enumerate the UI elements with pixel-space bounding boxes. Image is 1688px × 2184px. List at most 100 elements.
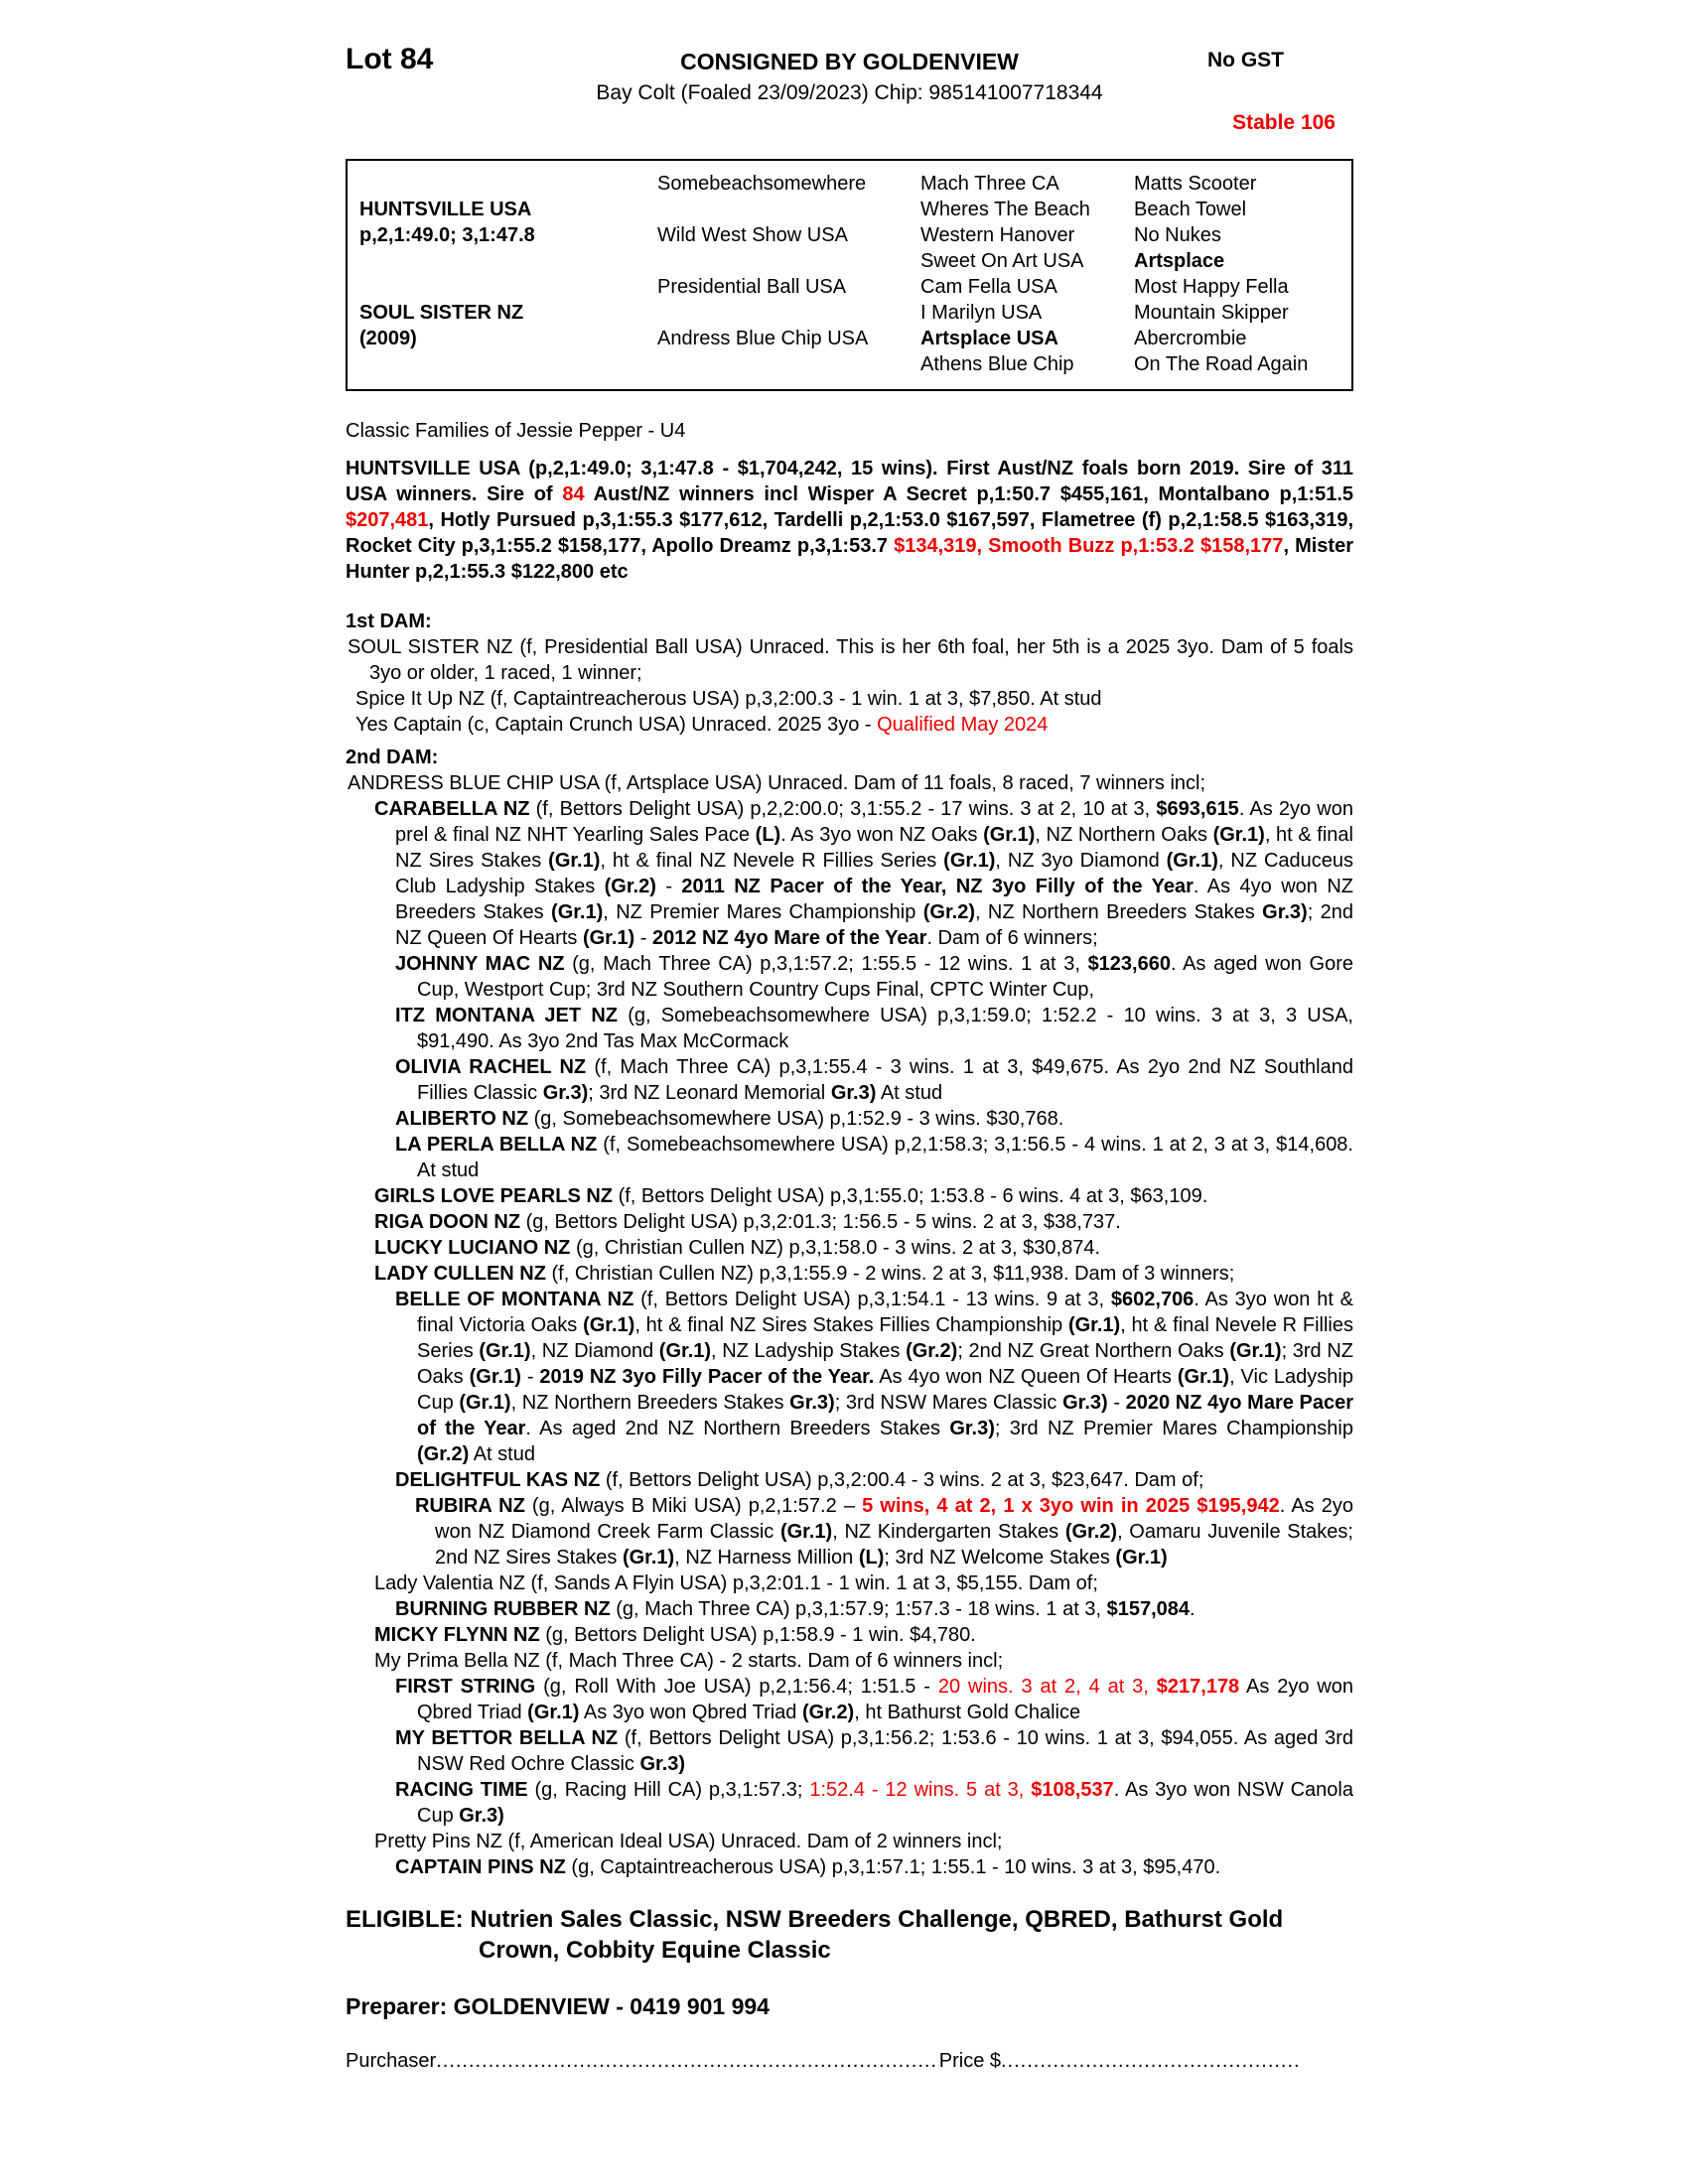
- soul-sister: SOUL SISTER NZ (f, Presidential Ball USA…: [346, 634, 1353, 686]
- gen3-cell: Mach Three CA: [920, 173, 1059, 195]
- text-span: ; 3rd NZ Leonard Memorial: [588, 1082, 831, 1104]
- burning-rubber: BURNING RUBBER NZ (g, Mach Three CA) p,3…: [346, 1596, 1353, 1622]
- text-span: (Gr.2): [922, 901, 975, 923]
- text-span: ; 3rd NZ Oaks: [417, 1340, 1353, 1388]
- text-span: CARABELLA NZ: [374, 798, 530, 820]
- text-span: OLIVIA RACHEL NZ: [395, 1056, 587, 1078]
- text-span: Classic Families of Jessie Pepper - U4: [346, 420, 686, 442]
- text-span: (f, Mach Three CA) p,3,1:55.4 - 3 wins. …: [417, 1056, 1353, 1104]
- text-span: . As 3yo won ht & final Victoria Oaks: [417, 1289, 1354, 1336]
- text-span: (f, Bettors Delight USA) p,2,2:00.0; 3,1…: [529, 798, 1157, 820]
- text-span: (Gr.1): [479, 1340, 531, 1362]
- text-span: As 4yo won NZ Queen Of Hearts: [874, 1366, 1178, 1388]
- text-span: Gr.3): [1062, 1392, 1108, 1414]
- captain-pins: CAPTAIN PINS NZ (g, Captaintreacherous U…: [346, 1854, 1353, 1880]
- foal-description: Bay Colt (Foaled 23/09/2023) Chip: 98514…: [596, 81, 1103, 104]
- first-string: FIRST STRING (g, Roll With Joe USA) p,2,…: [346, 1674, 1353, 1725]
- text-span: (f, Somebeachsomewhere USA) p,2,1:58.3; …: [417, 1134, 1353, 1181]
- text-span: JOHNNY MAC NZ: [395, 953, 565, 975]
- lucky-luciano: LUCKY LUCIANO NZ (g, Christian Cullen NZ…: [346, 1235, 1353, 1261]
- text-span: Spice It Up NZ (f, Captaintreacherous US…: [355, 688, 1102, 710]
- sire-summary: HUNTSVILLE USA (p,2,1:49.0; 3,1:47.8 - $…: [346, 456, 1353, 585]
- text-span: (g, Bettors Delight USA) p,1:58.9 - 1 wi…: [539, 1624, 976, 1646]
- text-span: (Gr.1): [527, 1702, 580, 1723]
- gen3-cell: I Marilyn USA: [920, 302, 1043, 324]
- gen3-cell: Wheres The Beach: [920, 199, 1090, 220]
- text-span: , NZ Northern Breeders Stakes: [510, 1392, 790, 1414]
- text-span: (Gr.1): [1067, 1314, 1121, 1336]
- text-span: (Gr.1): [779, 1521, 833, 1543]
- gen4-cell: Artsplace: [1134, 250, 1225, 272]
- girls-love-pearls: GIRLS LOVE PEARLS NZ (f, Bettors Delight…: [346, 1183, 1353, 1209]
- spice-it-up: Spice It Up NZ (f, Captaintreacherous US…: [346, 686, 1353, 712]
- text-span: , ht & final NZ Sires Stakes Fillies Cha…: [634, 1314, 1068, 1336]
- text-span: (Gr.1): [943, 850, 996, 872]
- text-span: FIRST STRING: [395, 1676, 536, 1698]
- text-span: GIRLS LOVE PEARLS NZ: [374, 1185, 614, 1207]
- riga-doon: RIGA DOON NZ (g, Bettors Delight USA) p,…: [346, 1209, 1353, 1235]
- text-span: ANDRESS BLUE CHIP USA (f, Artsplace USA)…: [348, 772, 1206, 794]
- gen2-dam-sire: Presidential Ball USA: [657, 276, 847, 298]
- text-span: $602,706: [1110, 1289, 1195, 1310]
- text-span: CAPTAIN PINS NZ: [395, 1856, 566, 1878]
- text-span: Lady Valentia NZ (f, Sands A Flyin USA) …: [374, 1572, 1098, 1594]
- text-span: , NZ Northern Oaks: [1035, 824, 1213, 846]
- text-span: (Gr.2): [604, 876, 656, 897]
- second-dam-heading: 2nd DAM:: [346, 745, 1353, 770]
- text-span: LA PERLA BELLA NZ: [395, 1134, 598, 1156]
- text-span: , ht & final NZ Sires Stakes: [395, 824, 1353, 872]
- text-span: (g, Always B Miki USA) p,2,1:57.2 –: [524, 1495, 863, 1517]
- gen3-cell: Athens Blue Chip: [920, 353, 1074, 375]
- text-span: . As 2yo won prel & final NZ NHT Yearlin…: [395, 798, 1353, 846]
- text-span: RUBIRA NZ: [415, 1495, 525, 1517]
- text-span: (g, Christian Cullen NZ) p,3,1:58.0 - 3 …: [570, 1237, 1101, 1259]
- gen4-cell: Beach Towel: [1134, 199, 1247, 220]
- text-span: (Gr.1): [551, 901, 604, 923]
- text-span: (L): [755, 824, 781, 846]
- text-span: (Gr.1): [582, 927, 635, 949]
- text-span: BELLE OF MONTANA NZ: [395, 1289, 634, 1310]
- text-span: As 2yo won Qbred Triad: [417, 1676, 1354, 1723]
- my-bettor-bella: MY BETTOR BELLA NZ (f, Bettors Delight U…: [346, 1725, 1353, 1777]
- gen3-cell: Cam Fella USA: [920, 276, 1057, 298]
- text-span: , NZ Premier Mares Championship: [603, 901, 923, 923]
- family-note: Classic Families of Jessie Pepper - U4: [346, 418, 1353, 444]
- text-span: $134,319, Smooth Buzz p,1:53.2 $158,177: [894, 535, 1284, 557]
- text-span: At stud: [469, 1443, 535, 1465]
- text-span: (g, Bettors Delight USA) p,3,2:01.3; 1:5…: [520, 1211, 1121, 1233]
- purchaser-dotted-line: ........................................…: [436, 2050, 939, 2072]
- gen4-cell: Mountain Skipper: [1134, 302, 1289, 324]
- text-span: , NZ Ladyship Stakes: [711, 1340, 907, 1362]
- sire-name: HUNTSVILLE USA: [359, 199, 532, 220]
- gen2-dam-dam: Andress Blue Chip USA: [657, 328, 869, 349]
- lady-cullen: LADY CULLEN NZ (f, Christian Cullen NZ) …: [346, 1261, 1353, 1287]
- text-span: (Gr.1): [1115, 1547, 1168, 1569]
- text-span: 2020 NZ 4yo Mare Pacer of the Year: [417, 1392, 1353, 1439]
- text-span: Gr.3): [830, 1082, 877, 1104]
- body-paragraphs: Classic Families of Jessie Pepper - U4 HU…: [346, 418, 1353, 2020]
- belle-of-montana: BELLE OF MONTANA NZ (f, Bettors Delight …: [346, 1287, 1353, 1467]
- aliberto: ALIBERTO NZ (g, Somebeachsomewhere USA) …: [346, 1106, 1353, 1132]
- text-span: SOUL SISTER NZ (f, Presidential Ball USA…: [348, 636, 1353, 684]
- text-span: 20 wins. 3 at 2, 4 at 3,: [937, 1676, 1157, 1698]
- text-span: At stud: [876, 1082, 943, 1104]
- text-span: , NZ Diamond: [530, 1340, 659, 1362]
- text-span: My Prima Bella NZ (f, Mach Three CA) - 2…: [374, 1650, 1004, 1672]
- text-span: Pretty Pins NZ (f, American Ideal USA) U…: [374, 1831, 1003, 1852]
- gen4-cell: On The Road Again: [1134, 353, 1309, 375]
- text-span: (g, Racing Hill CA) p,3,1:57.3;: [527, 1779, 810, 1801]
- text-span: ; 2nd NZ Great Northern Oaks: [957, 1340, 1230, 1362]
- text-span: RACING TIME: [395, 1779, 528, 1801]
- text-span: BURNING RUBBER NZ: [395, 1598, 611, 1620]
- text-span: (f, Christian Cullen NZ) p,3,1:55.9 - 2 …: [545, 1263, 1235, 1285]
- text-span: Qualified May 2024: [877, 714, 1049, 736]
- text-span: ITZ MONTANA JET NZ: [395, 1005, 618, 1026]
- text-span: -: [1107, 1392, 1126, 1414]
- stable-number: Stable 106: [1232, 111, 1336, 134]
- gen4-cell: Matts Scooter: [1134, 173, 1257, 195]
- text-span: 5 wins, 4 at 2, 1 x 3yo win in 2025 $195…: [862, 1495, 1280, 1517]
- text-span: $123,660: [1087, 953, 1171, 975]
- text-span: , NZ Northern Breeders Stakes: [975, 901, 1263, 923]
- price-label: Price $: [938, 2050, 1001, 2072]
- text-span: 84: [562, 483, 585, 505]
